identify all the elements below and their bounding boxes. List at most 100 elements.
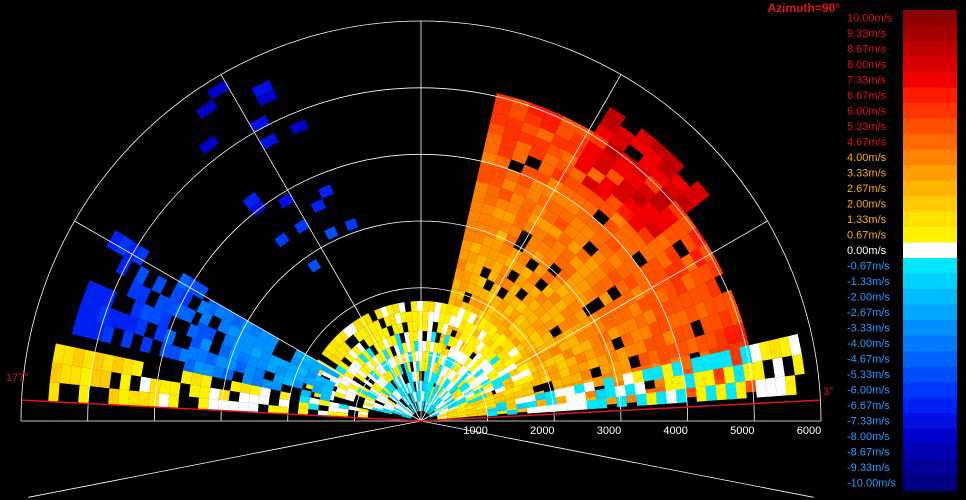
legend-swatch	[903, 428, 957, 445]
velocity-cell	[377, 340, 386, 352]
velocity-cell	[573, 308, 588, 323]
velocity-cell	[362, 404, 373, 410]
velocity-cell	[487, 122, 506, 136]
velocity-cell	[487, 325, 499, 337]
velocity-cell	[192, 360, 206, 375]
velocity-cell	[444, 396, 454, 404]
velocity-cell	[272, 373, 285, 384]
velocity-cell	[494, 385, 506, 394]
velocity-cell	[458, 280, 469, 292]
velocity-cell	[271, 381, 283, 392]
velocity-cell	[545, 247, 561, 263]
velocity-cell	[377, 328, 386, 341]
velocity-cell	[289, 119, 309, 135]
velocity-cell	[714, 328, 729, 347]
velocity-cell	[539, 255, 554, 271]
velocity-cell	[390, 334, 398, 346]
velocity-cell	[498, 187, 514, 202]
velocity-cell	[526, 406, 538, 414]
velocity-cell	[446, 382, 456, 392]
legend-label: 4.67m/s	[847, 137, 887, 149]
velocity-cell	[491, 164, 508, 179]
velocity-cell	[437, 415, 448, 419]
velocity-cell	[453, 375, 462, 385]
velocity-cell	[662, 329, 677, 346]
velocity-cell	[576, 278, 592, 294]
velocity-cell	[459, 367, 469, 378]
velocity-cell	[475, 401, 486, 408]
velocity-cell	[699, 316, 715, 335]
velocity-cell	[676, 340, 690, 357]
velocity-cell	[458, 319, 468, 331]
velocity-cell	[184, 277, 201, 295]
velocity-cell	[392, 411, 403, 416]
velocity-cell	[564, 141, 585, 159]
velocity-cell	[443, 334, 451, 346]
velocity-cell	[390, 393, 400, 402]
velocity-cell	[522, 374, 534, 384]
velocity-cell	[379, 306, 389, 318]
velocity-cell	[400, 312, 408, 323]
velocity-cell	[119, 373, 132, 391]
velocity-cell	[261, 378, 273, 390]
velocity-cell	[656, 345, 671, 362]
velocity-cell	[317, 410, 329, 417]
velocity-cell	[363, 336, 374, 348]
velocity-cell	[643, 147, 665, 168]
velocity-cell	[592, 344, 606, 358]
velocity-cell	[602, 376, 615, 389]
velocity-cell	[517, 131, 536, 146]
velocity-cell	[105, 308, 121, 328]
velocity-cell	[641, 201, 660, 220]
velocity-cell	[598, 242, 615, 260]
velocity-cell	[436, 413, 447, 417]
velocity-cell	[382, 407, 393, 413]
velocity-cell	[687, 286, 704, 306]
velocity-cell	[462, 343, 472, 355]
velocity-cell	[427, 311, 435, 322]
velocity-cell	[388, 314, 397, 326]
velocity-cell	[585, 216, 603, 234]
scan-lines	[21, 399, 821, 422]
velocity-cell	[584, 140, 604, 159]
velocity-cell	[78, 385, 90, 404]
velocity-cell	[489, 331, 501, 343]
velocity-cell	[446, 412, 457, 416]
velocity-cell	[373, 382, 383, 391]
velocity-cell	[400, 353, 407, 364]
velocity-cell	[554, 298, 569, 313]
velocity-cell	[451, 278, 462, 290]
velocity-cell	[584, 272, 600, 288]
velocity-cell	[423, 381, 426, 392]
velocity-cell	[531, 318, 545, 331]
velocity-cell	[732, 364, 746, 383]
velocity-cell	[576, 400, 588, 411]
legend-swatch	[903, 475, 957, 491]
range-tick-label: 1000	[463, 425, 487, 437]
velocity-cell	[453, 268, 465, 281]
velocity-cell	[611, 160, 631, 179]
velocity-cell	[242, 191, 261, 209]
velocity-cell	[460, 384, 471, 393]
velocity-cell	[440, 302, 448, 314]
velocity-cell	[431, 395, 438, 405]
velocity-cell	[391, 392, 401, 401]
velocity-cell	[577, 360, 590, 373]
velocity-cell	[723, 366, 736, 384]
velocity-cell	[565, 355, 578, 368]
velocity-cell	[557, 231, 574, 248]
velocity-cell	[328, 406, 339, 413]
velocity-cell	[497, 311, 509, 324]
velocity-cell	[169, 381, 181, 396]
velocity-cell	[583, 381, 595, 393]
legend-label: 8.00m/s	[847, 59, 887, 71]
velocity-cell	[321, 348, 334, 360]
velocity-cell	[455, 289, 466, 302]
velocity-cell	[440, 354, 448, 366]
velocity-cell	[178, 347, 192, 363]
velocity-cell	[392, 409, 403, 415]
velocity-cell	[48, 381, 60, 402]
velocity-cell	[463, 357, 473, 368]
velocity-cell	[132, 246, 150, 266]
